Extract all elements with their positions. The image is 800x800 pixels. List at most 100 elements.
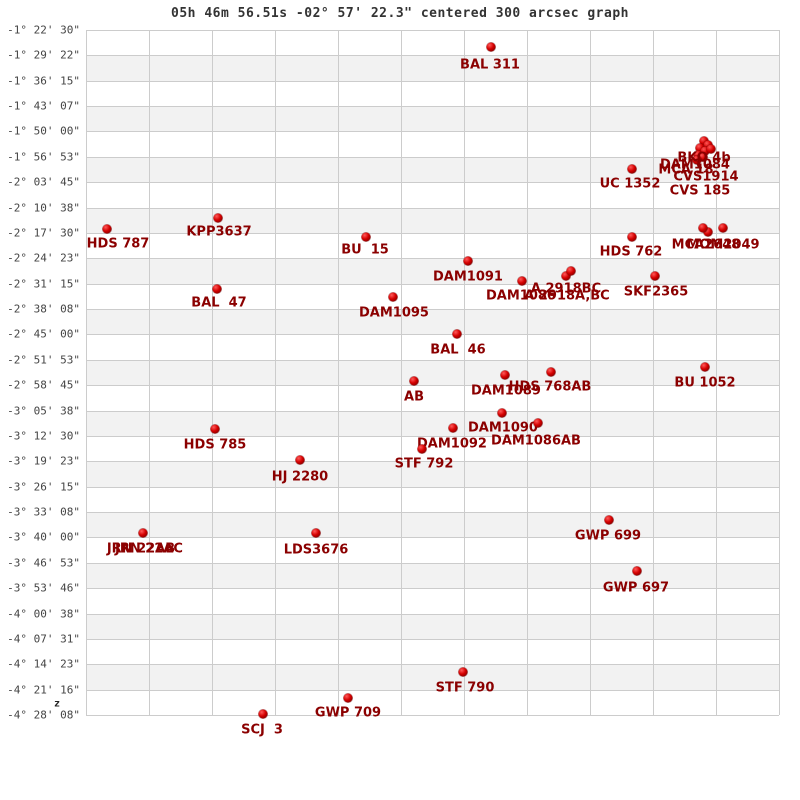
star-point[interactable]: [417, 444, 427, 454]
star-point[interactable]: [213, 213, 223, 223]
star-point[interactable]: [632, 566, 642, 576]
gridline-horizontal: [86, 232, 779, 234]
gridline-horizontal: [86, 385, 779, 387]
star-point[interactable]: [458, 667, 468, 677]
star-point[interactable]: [497, 408, 507, 418]
star-point[interactable]: [698, 223, 708, 233]
star-point[interactable]: [546, 367, 556, 377]
star-label: DAM1092: [417, 436, 487, 452]
star-point[interactable]: [311, 528, 321, 538]
star-point[interactable]: [343, 693, 353, 703]
star-point[interactable]: [703, 227, 713, 237]
gridline-vertical: [338, 30, 339, 715]
gridline-vertical: [527, 30, 528, 715]
star-label: MCA 18: [658, 162, 714, 178]
star-point[interactable]: [388, 292, 398, 302]
gridline-vertical: [212, 30, 213, 715]
row-band: [86, 55, 779, 81]
star-label: JRN 22AC: [115, 541, 183, 557]
y-axis-tick-label: -4° 28' 08": [7, 708, 80, 722]
star-point[interactable]: [706, 144, 716, 154]
star-point[interactable]: [718, 223, 728, 233]
star-point[interactable]: [409, 376, 419, 386]
star-point[interactable]: [693, 150, 703, 160]
star-point[interactable]: [210, 424, 220, 434]
gridline-horizontal: [86, 207, 779, 209]
star-point[interactable]: [258, 709, 268, 719]
gridline-horizontal: [86, 30, 779, 31]
star-point[interactable]: [486, 42, 496, 52]
y-axis-tick-label: -1° 43' 07": [7, 99, 80, 113]
gridline-vertical: [653, 30, 654, 715]
star-point[interactable]: [604, 515, 614, 525]
gridline-horizontal: [86, 664, 779, 666]
row-band: [86, 309, 779, 335]
star-point[interactable]: [698, 152, 708, 162]
star-point[interactable]: [448, 423, 458, 433]
star-point[interactable]: [700, 146, 710, 156]
star-point[interactable]: [700, 362, 710, 372]
y-axis-tick-label: -1° 50' 00": [7, 124, 80, 138]
star-point[interactable]: [517, 276, 527, 286]
star-point[interactable]: [627, 164, 637, 174]
y-axis-tick-label: -3° 33' 08": [7, 505, 80, 519]
gridline-horizontal: [86, 714, 779, 716]
star-label: CVS 185: [669, 183, 731, 199]
gridline-vertical: [401, 30, 402, 715]
gridline-horizontal: [86, 334, 779, 336]
gridline-horizontal: [86, 55, 779, 57]
gridline-horizontal: [86, 537, 779, 539]
y-axis-tick-label: -3° 19' 23": [7, 454, 80, 468]
y-axis-tick-label: -2° 58' 45": [7, 378, 80, 392]
y-axis-tick-label: -4° 07' 31": [7, 632, 80, 646]
star-label: CVS1914: [673, 169, 739, 185]
row-band: [86, 664, 779, 690]
star-label: BAL 46: [430, 342, 486, 358]
y-axis-tick-label: -3° 53' 46": [7, 581, 80, 595]
row-band: [86, 207, 779, 233]
star-point[interactable]: [361, 232, 371, 242]
row-band: [86, 562, 779, 589]
star-point[interactable]: [695, 143, 705, 153]
y-axis-tick-label: -3° 26' 15": [7, 480, 80, 494]
y-axis-tick-label: -2° 24' 23": [7, 251, 80, 265]
star-point[interactable]: [561, 271, 571, 281]
star-label: LDS3676: [283, 542, 349, 558]
star-point[interactable]: [463, 256, 473, 266]
star-point[interactable]: [500, 370, 510, 380]
star-label: SKF2365: [623, 284, 689, 300]
gridline-horizontal: [86, 156, 779, 158]
star-point[interactable]: [650, 271, 660, 281]
row-band: [86, 156, 779, 183]
gridline-horizontal: [86, 689, 779, 691]
gridline-vertical: [464, 30, 465, 715]
gridline-vertical: [86, 30, 87, 715]
gridline-horizontal: [86, 309, 779, 311]
y-axis-tick-label: -3° 40' 00": [7, 530, 80, 544]
star-point[interactable]: [138, 528, 148, 538]
gridline-horizontal: [86, 131, 779, 133]
star-label: MOM2049: [686, 237, 760, 253]
star-label: HDS 787: [86, 236, 150, 252]
star-point[interactable]: [295, 455, 305, 465]
star-point[interactable]: [627, 232, 637, 242]
star-point[interactable]: [566, 266, 576, 276]
chart-title: 05h 46m 56.51s -02° 57' 22.3" centered 3…: [171, 6, 629, 21]
star-point[interactable]: [533, 418, 543, 428]
star-point[interactable]: [102, 224, 112, 234]
gridline-horizontal: [86, 562, 779, 564]
y-axis-tick-label: -3° 46' 53": [7, 556, 80, 570]
star-point[interactable]: [692, 155, 702, 165]
star-label: A 2918BC: [530, 281, 602, 297]
gridline-horizontal: [86, 638, 779, 640]
star-point[interactable]: [212, 284, 222, 294]
star-label: BKO 4b: [677, 150, 731, 166]
star-label: SCJ 3: [241, 722, 283, 738]
north-marker: z: [53, 698, 61, 710]
star-label: AB: [404, 389, 424, 405]
y-axis-tick-label: -4° 14' 23": [7, 657, 80, 671]
y-axis-tick-label: -1° 29' 22": [7, 48, 80, 62]
star-point[interactable]: [452, 329, 462, 339]
star-label: DAM1091: [433, 269, 503, 285]
